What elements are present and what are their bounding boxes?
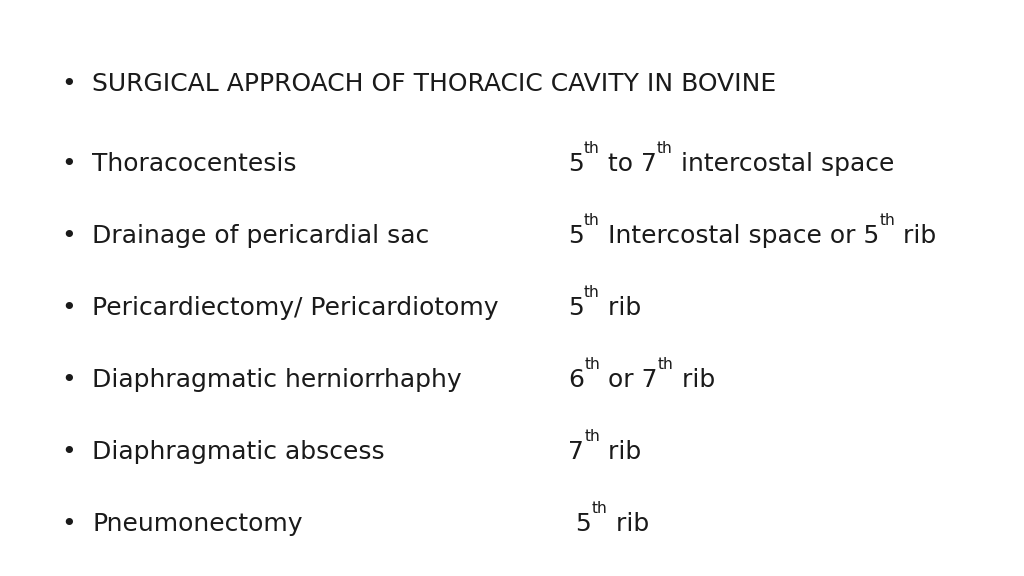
Text: 6: 6 [568,368,585,392]
Text: Intercostal space or 5: Intercostal space or 5 [600,224,880,248]
Text: •: • [61,296,76,320]
Text: Drainage of pericardial sac: Drainage of pericardial sac [92,224,429,248]
Text: or 7: or 7 [600,368,657,392]
Text: •: • [61,440,76,464]
Text: rib: rib [600,440,641,464]
Text: th: th [584,285,600,300]
Text: Diaphragmatic herniorrhaphy: Diaphragmatic herniorrhaphy [92,368,462,392]
Text: •: • [61,71,76,96]
Text: •: • [61,224,76,248]
Text: th: th [656,141,673,156]
Text: •: • [61,512,76,536]
Text: th: th [584,141,600,156]
Text: 5: 5 [568,512,592,536]
Text: Pericardiectomy/ Pericardiotomy: Pericardiectomy/ Pericardiotomy [92,296,499,320]
Text: Diaphragmatic abscess: Diaphragmatic abscess [92,440,385,464]
Text: th: th [880,213,895,228]
Text: th: th [657,357,674,372]
Text: to 7: to 7 [600,152,656,176]
Text: Pneumonectomy: Pneumonectomy [92,512,303,536]
Text: rib: rib [895,224,936,248]
Text: rib: rib [674,368,715,392]
Text: th: th [585,429,600,444]
Text: SURGICAL APPROACH OF THORACIC CAVITY IN BOVINE: SURGICAL APPROACH OF THORACIC CAVITY IN … [92,71,776,96]
Text: th: th [585,357,600,372]
Text: intercostal space: intercostal space [673,152,894,176]
Text: rib: rib [608,512,649,536]
Text: •: • [61,152,76,176]
Text: •: • [61,368,76,392]
Text: 5: 5 [568,152,584,176]
Text: 5: 5 [568,224,584,248]
Text: th: th [592,501,608,516]
Text: th: th [584,213,600,228]
Text: 7: 7 [568,440,585,464]
Text: Thoracocentesis: Thoracocentesis [92,152,297,176]
Text: rib: rib [600,296,641,320]
Text: 5: 5 [568,296,584,320]
